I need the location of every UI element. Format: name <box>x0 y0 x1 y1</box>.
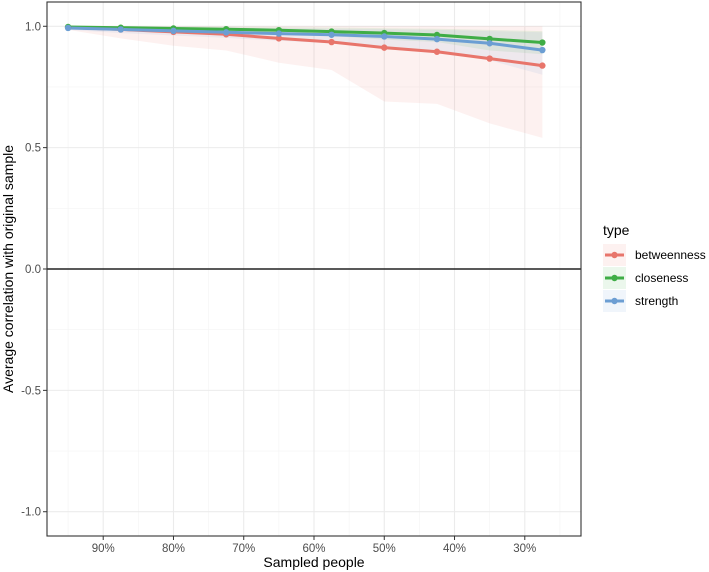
point-closeness <box>539 39 546 46</box>
point-betweenness <box>381 44 388 51</box>
x-tick-label: 80% <box>162 543 185 555</box>
x-tick-label: 60% <box>302 543 325 555</box>
point-strength <box>433 35 441 43</box>
point-strength <box>381 33 388 40</box>
legend-label-betweenness: betweenness <box>635 248 706 262</box>
y-axis-title: Average correlation with original sample <box>0 145 16 393</box>
legend-key-point <box>611 274 618 282</box>
y-tick-label: -0.5 <box>21 385 41 397</box>
point-betweenness <box>328 38 335 46</box>
point-betweenness <box>486 55 493 62</box>
point-strength <box>328 31 335 38</box>
legend-key-point <box>611 251 618 259</box>
line-closeness <box>68 25 543 44</box>
point-strength <box>222 29 230 36</box>
x-axis-ticks: 90% 80% 70% 60% 50% 40% 30% <box>92 536 536 555</box>
point-strength <box>64 24 72 32</box>
y-axis-ticks: 1.0 0.5 0.0 -0.5 -1.0 <box>21 21 47 519</box>
series-lines <box>68 25 543 68</box>
point-strength <box>539 46 546 54</box>
x-tick-label: 70% <box>232 543 255 555</box>
series-points <box>64 23 546 69</box>
ribbon-betweenness <box>68 26 543 138</box>
x-tick-label: 50% <box>373 543 396 555</box>
legend-title: type <box>603 222 630 238</box>
point-betweenness <box>433 48 441 55</box>
legend-label-strength: strength <box>635 294 678 308</box>
y-tick-label: -1.0 <box>21 507 41 519</box>
point-strength <box>275 30 283 37</box>
point-strength <box>117 26 124 33</box>
x-axis-title: Sampled people <box>263 554 364 570</box>
point-betweenness <box>539 62 546 69</box>
y-tick-label: 1.0 <box>25 21 41 33</box>
x-tick-label: 90% <box>92 543 115 555</box>
y-tick-label: 0.0 <box>25 264 41 276</box>
legend-label-closeness: closeness <box>635 271 688 285</box>
line-strength <box>68 26 543 52</box>
x-tick-label: 40% <box>443 543 466 555</box>
y-tick-label: 0.5 <box>25 143 41 155</box>
legend-key-point <box>611 297 618 305</box>
point-strength <box>170 27 177 35</box>
point-betweenness <box>275 35 283 42</box>
point-strength <box>486 40 493 47</box>
legend: type betweenness closeness strength <box>603 222 706 312</box>
x-tick-label: 30% <box>513 543 536 555</box>
